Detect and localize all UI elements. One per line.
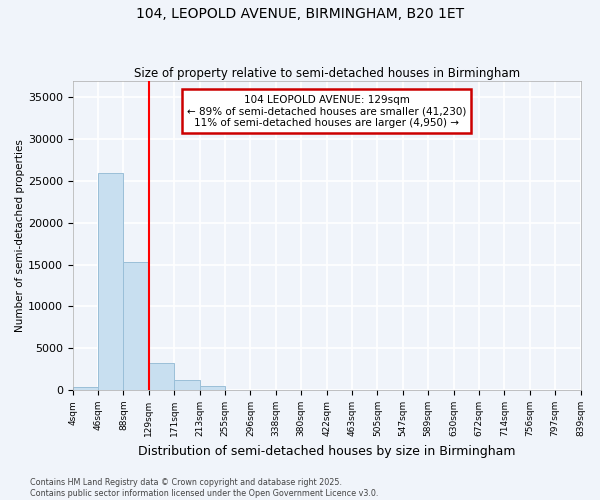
Text: 104, LEOPOLD AVENUE, BIRMINGHAM, B20 1ET: 104, LEOPOLD AVENUE, BIRMINGHAM, B20 1ET — [136, 8, 464, 22]
Text: 104 LEOPOLD AVENUE: 129sqm
← 89% of semi-detached houses are smaller (41,230)
11: 104 LEOPOLD AVENUE: 129sqm ← 89% of semi… — [187, 94, 466, 128]
Title: Size of property relative to semi-detached houses in Birmingham: Size of property relative to semi-detach… — [133, 66, 520, 80]
Bar — [124, 262, 149, 390]
Bar — [98, 172, 124, 390]
Bar — [200, 386, 225, 390]
Bar — [73, 386, 98, 390]
X-axis label: Distribution of semi-detached houses by size in Birmingham: Distribution of semi-detached houses by … — [138, 444, 515, 458]
Y-axis label: Number of semi-detached properties: Number of semi-detached properties — [15, 139, 25, 332]
Text: Contains HM Land Registry data © Crown copyright and database right 2025.
Contai: Contains HM Land Registry data © Crown c… — [30, 478, 379, 498]
Bar — [174, 380, 200, 390]
Bar — [149, 364, 174, 390]
